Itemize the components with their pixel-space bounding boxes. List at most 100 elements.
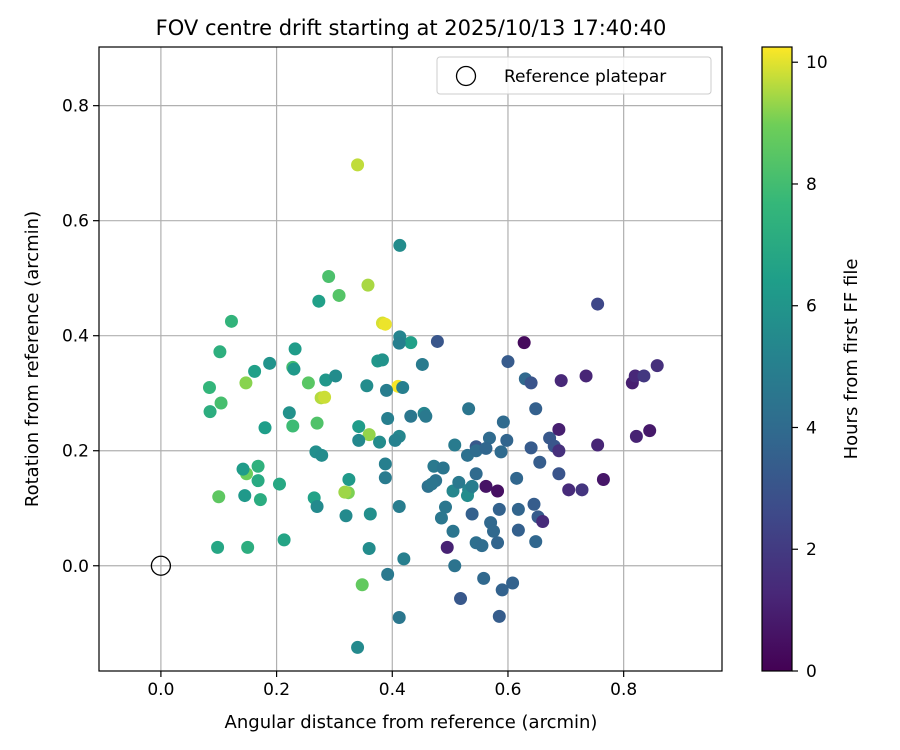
data-point: [392, 611, 406, 625]
data-point: [253, 493, 267, 507]
data-point: [351, 640, 365, 654]
data-point: [404, 336, 418, 350]
data-point: [536, 514, 550, 528]
data-point: [438, 500, 452, 514]
data-point: [415, 357, 429, 371]
data-point: [332, 288, 346, 302]
data-point: [465, 479, 479, 493]
data-point: [425, 477, 439, 491]
data-point: [251, 474, 265, 488]
data-point: [500, 433, 514, 447]
x-axis-ticks: 0.0 0.2 0.4 0.6 0.8: [147, 671, 637, 700]
colorbar: 0 2 4 6 8 10 Hours from first FF file: [761, 46, 862, 682]
data-point: [212, 490, 226, 504]
data-point: [213, 345, 227, 359]
colorbar-tick-label: 2: [806, 540, 817, 560]
data-point: [373, 435, 387, 449]
data-point: [436, 461, 450, 475]
data-point: [315, 448, 329, 462]
data-point: [378, 471, 392, 485]
data-point: [392, 500, 406, 514]
data-point: [477, 571, 491, 585]
data-point: [363, 507, 377, 521]
data-point: [506, 576, 520, 590]
data-point: [452, 475, 466, 489]
data-point: [511, 502, 525, 516]
colorbar-tick-label: 0: [806, 662, 817, 682]
data-point: [381, 567, 395, 581]
data-point: [579, 369, 593, 383]
data-point: [211, 540, 225, 554]
data-point: [388, 433, 402, 447]
data-point: [312, 294, 326, 308]
data-point: [263, 356, 277, 370]
data-point: [552, 422, 566, 436]
data-point: [397, 552, 411, 566]
data-point: [236, 462, 250, 476]
colorbar-tick-label: 10: [806, 53, 828, 73]
data-point: [511, 523, 525, 537]
data-point: [440, 540, 454, 554]
data-point: [251, 459, 265, 473]
data-point: [318, 390, 332, 404]
data-point: [338, 485, 352, 499]
data-point: [241, 540, 255, 554]
data-point: [239, 376, 253, 390]
data-point: [462, 402, 476, 416]
colorbar-gradient: [761, 46, 793, 672]
data-point: [527, 497, 541, 511]
data-point: [434, 511, 448, 525]
data-point: [430, 334, 444, 348]
data-point: [392, 336, 406, 350]
data-point: [396, 380, 410, 394]
data-point: [310, 500, 324, 514]
data-point: [448, 559, 462, 573]
data-point: [465, 507, 479, 521]
data-point: [272, 477, 286, 491]
data-point: [352, 420, 366, 434]
data-point: [491, 484, 505, 498]
x-tick-label: 0.4: [379, 680, 406, 700]
x-tick-label: 0.2: [263, 680, 290, 700]
data-point: [286, 419, 300, 433]
data-point: [496, 415, 510, 429]
data-point: [301, 376, 315, 390]
data-point: [492, 609, 506, 623]
data-point: [224, 314, 238, 328]
data-point: [393, 238, 407, 252]
colorbar-ticks: 0 2 4 6 8 10: [792, 53, 828, 682]
y-tick-label: 0.0: [62, 557, 89, 577]
data-point: [482, 431, 496, 445]
y-axis-label: Rotation from reference (arcmin): [22, 211, 43, 507]
data-point: [277, 533, 291, 547]
legend-marker-icon: [455, 65, 477, 87]
data-point: [517, 336, 531, 350]
data-point: [479, 441, 493, 455]
x-tick-label: 0.8: [610, 680, 637, 700]
y-tick-label: 0.6: [62, 212, 89, 232]
colorbar-tick-label: 4: [806, 418, 817, 438]
data-point: [591, 297, 605, 311]
data-point: [492, 502, 506, 516]
plot-frame: [98, 46, 723, 672]
data-point: [360, 379, 374, 393]
data-point: [554, 374, 568, 388]
data-point: [501, 355, 515, 369]
y-axis-ticks: 0.0 0.2 0.4 0.6 0.8: [62, 97, 99, 577]
data-point: [352, 433, 366, 447]
data-point: [575, 483, 589, 497]
data-point: [287, 362, 301, 376]
data-point: [524, 441, 538, 455]
grid-lines: [99, 47, 722, 671]
data-point: [329, 369, 343, 383]
data-point: [495, 583, 509, 597]
data-point: [288, 342, 302, 356]
data-point: [533, 455, 547, 469]
data-point: [258, 421, 272, 435]
data-point: [650, 359, 664, 373]
legend-box: [436, 56, 712, 95]
data-point: [339, 509, 353, 523]
data-point: [629, 429, 643, 443]
data-point: [454, 592, 468, 606]
